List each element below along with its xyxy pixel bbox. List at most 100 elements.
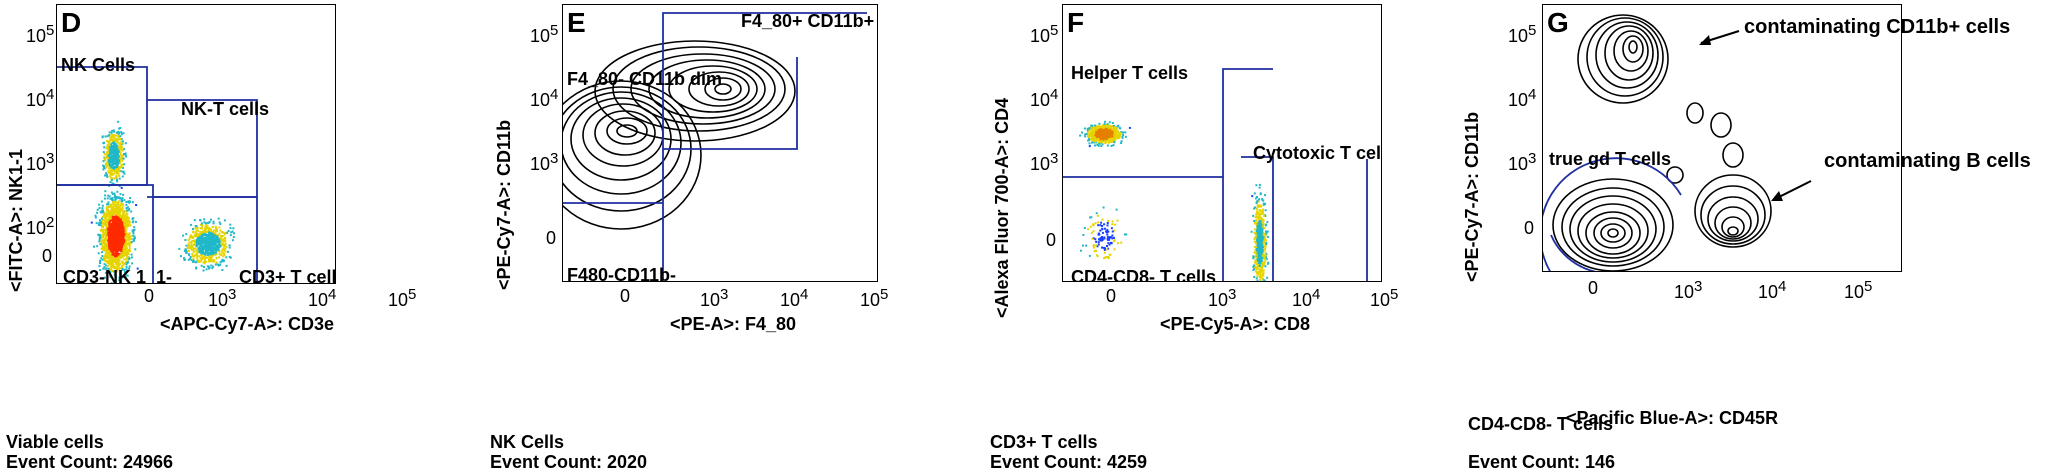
density-dot [200,227,203,230]
density-dot [201,225,204,228]
d-gate-dn[interactable] [57,184,154,283]
density-dot [215,261,218,264]
density-dot [199,239,202,242]
density-dot [229,234,232,237]
density-dot [209,256,211,259]
density-dot [116,172,119,175]
density-dot [220,254,223,257]
density-dot [194,233,197,236]
density-dot [1261,250,1264,253]
density-dot [117,261,119,264]
density-dot [105,271,107,274]
density-dot [1255,219,1258,222]
f-xtick-1e3: 103 [1208,286,1237,310]
density-dot [103,197,106,200]
density-dot [1262,253,1265,256]
density-dot [1259,212,1262,215]
f-gate-help[interactable] [1063,68,1273,178]
density-dot [105,267,108,270]
density-dot [121,175,124,178]
density-dot [197,246,200,249]
density-dot [192,251,195,253]
density-dot [1112,140,1115,143]
density-dot [110,208,113,211]
density-dot [1255,248,1258,251]
density-dot [118,225,121,228]
density-dot [105,246,108,249]
density-dot [192,228,194,230]
density-dot [1092,134,1095,137]
density-dot [1098,238,1101,241]
density-dot [1118,134,1121,137]
g-gate-label-gd: true gd T cells [1549,149,1672,169]
d-gate-nk[interactable] [57,66,148,186]
density-dot [116,217,119,220]
density-dot [191,254,194,257]
density-dot [132,234,135,237]
density-dot [105,260,108,262]
d-plot-svg [57,66,258,283]
d-gate-t[interactable] [153,196,258,283]
density-dot [114,155,116,158]
density-dot [1255,253,1258,256]
density-dot [127,258,130,261]
density-dot [217,264,220,267]
density-dot [117,196,120,199]
density-dot [1254,215,1257,218]
density-dot [218,232,221,235]
f-gate-cyto[interactable] [1241,156,1274,282]
density-dot [1114,138,1116,141]
g-gate-gd[interactable] [1543,157,1682,272]
density-dot [1259,240,1262,242]
density-dot [103,146,106,149]
density-dot [1084,135,1087,138]
density-dot [1111,122,1114,124]
density-dot [1110,125,1112,128]
density-dot [108,221,111,224]
density-dot [1257,245,1260,248]
density-dot [103,215,106,218]
density-dot [111,150,114,153]
density-dot [193,240,196,243]
density-dot [108,134,111,137]
density-dot [1257,267,1260,270]
density-dot [1261,237,1264,240]
density-dot [1107,242,1110,245]
density-dot [135,204,138,206]
density-dot [1262,264,1264,267]
density-dot [1258,198,1261,201]
density-dot [112,208,115,211]
density-dot [128,221,131,224]
density-dot [117,171,120,174]
density-dot [201,252,203,255]
density-dot [1106,125,1109,128]
density-dot [128,244,131,247]
density-dot [206,235,209,238]
density-dot [127,217,130,220]
g-ytick-1e5: 105 [1508,22,1537,46]
e-gate-pos-bottom[interactable] [663,57,798,150]
e-gate-pos[interactable] [662,12,867,282]
density-dot [187,239,190,242]
density-dot [1091,136,1093,139]
density-dot [108,158,111,161]
e-ytick-1e4: 104 [530,86,559,110]
f-xtick-1e5: 105 [1370,286,1399,310]
density-dot [1113,239,1116,242]
g-gate-gd-left[interactable] [1550,234,1603,272]
density-dot [113,270,116,273]
density-dot [114,157,117,159]
density-dot [128,267,130,270]
density-dot [111,215,114,218]
density-dot [1264,237,1267,240]
density-dot [1264,202,1267,205]
density-dot [1261,213,1264,215]
density-dot [104,243,106,246]
density-dot [110,233,113,236]
density-dot [202,261,205,264]
density-dot [1088,145,1091,148]
density-dot [104,212,107,215]
f-density-dots [1079,120,1270,281]
d-xtick-1e5: 105 [388,286,417,310]
density-dot [1264,245,1267,248]
